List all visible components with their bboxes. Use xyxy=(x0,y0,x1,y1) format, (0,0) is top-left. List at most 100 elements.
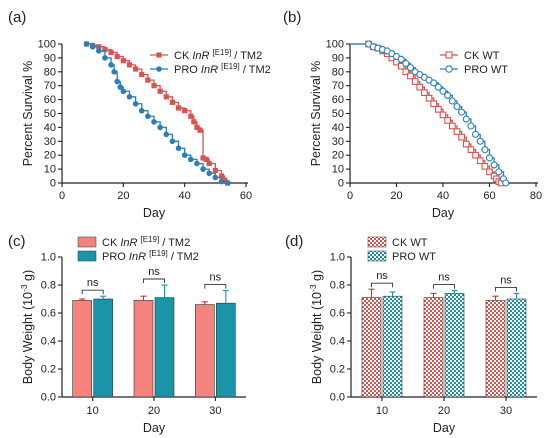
data-point xyxy=(163,94,169,100)
data-point xyxy=(458,133,465,141)
legend-label-ck: CK WT xyxy=(464,50,500,62)
data-point xyxy=(458,108,466,116)
data-point xyxy=(434,83,442,91)
x-tick-label: 0 xyxy=(59,190,65,202)
bar-ck xyxy=(485,300,506,398)
bar-ck xyxy=(195,304,215,398)
data-point xyxy=(421,89,428,96)
y-axis-title: Percent Survival % xyxy=(309,61,323,167)
bar-pro xyxy=(154,297,175,398)
legend-label-pro: PRO InR [E19] / TM2 xyxy=(174,62,271,77)
bar-pro xyxy=(216,302,236,398)
legend-label-ck: CK InR [E19] / TM2 xyxy=(102,235,190,250)
x-tick-label: 10 xyxy=(376,405,388,417)
legend-marker xyxy=(445,51,453,59)
y-tick-label: 0.0 xyxy=(41,392,56,404)
legend-label-ck: CK InR [E19] / TM2 xyxy=(174,48,262,63)
x-tick-label: 30 xyxy=(209,405,221,417)
data-point xyxy=(221,177,228,183)
data-point xyxy=(462,115,470,123)
data-point xyxy=(102,55,108,61)
x-tick-label: 10 xyxy=(87,405,99,417)
y-tick-label: 90 xyxy=(332,52,344,64)
significance-bracket xyxy=(495,286,517,292)
legend-label-ck: CK WT xyxy=(392,237,428,249)
x-axis-title: Day xyxy=(433,421,456,435)
y-axis-title: Body Weight (10-3 g) xyxy=(19,270,35,384)
y-tick-label: 1.0 xyxy=(330,252,345,264)
bar-pro xyxy=(93,298,113,398)
panel-label-b: (b) xyxy=(283,9,301,26)
legend-swatch xyxy=(77,250,97,262)
legend-swatch xyxy=(77,236,97,248)
data-point xyxy=(218,178,225,185)
data-point xyxy=(212,174,219,181)
bar-ck xyxy=(361,297,382,398)
panel-label-c: (c) xyxy=(8,233,26,250)
data-point xyxy=(439,111,447,119)
significance-label: ns xyxy=(148,266,160,278)
y-tick-label: 10 xyxy=(332,164,344,176)
y-tick-label: 30 xyxy=(332,136,344,148)
y-tick-label: 40 xyxy=(332,122,344,134)
data-point xyxy=(212,167,218,174)
data-point xyxy=(133,66,139,72)
x-tick-label: 30 xyxy=(500,405,512,417)
data-point xyxy=(495,168,503,176)
significance-label: ns xyxy=(376,270,388,282)
data-point xyxy=(169,99,175,105)
data-point xyxy=(151,119,157,125)
y-tick-label: 70 xyxy=(44,80,56,92)
data-point xyxy=(139,71,145,78)
bar-ck xyxy=(72,300,92,398)
y-tick-label: 0.0 xyxy=(330,392,345,404)
data-point xyxy=(117,84,124,90)
x-tick-label: 40 xyxy=(437,190,449,202)
data-point xyxy=(448,97,456,105)
y-tick-label: 0.2 xyxy=(41,364,56,376)
survival-line-ck xyxy=(86,43,229,183)
significance-bracket xyxy=(371,282,393,288)
y-tick-label: 0 xyxy=(338,178,344,190)
data-point xyxy=(145,77,151,83)
data-point xyxy=(467,146,475,153)
y-tick-label: 60 xyxy=(332,94,344,106)
data-point xyxy=(206,160,212,167)
data-point xyxy=(169,138,176,145)
bar-pro xyxy=(506,298,527,398)
legend-marker xyxy=(156,52,162,58)
y-tick-label: 0.8 xyxy=(41,280,56,292)
data-point xyxy=(224,180,231,186)
data-point xyxy=(453,103,461,111)
y-tick-label: 60 xyxy=(44,94,56,106)
data-point xyxy=(191,119,197,125)
body-weight-chart-d: 0.0 0.2 0.4 0.6 0.8 1.0 10 ns 20 ns 30 ns Day Body We… xyxy=(308,236,537,435)
x-tick-label: 20 xyxy=(117,190,129,202)
data-point xyxy=(486,168,493,176)
data-point xyxy=(502,179,510,187)
x-tick-label: 20 xyxy=(390,190,402,202)
data-point xyxy=(444,117,452,124)
data-point xyxy=(175,145,182,152)
data-point xyxy=(194,124,200,130)
data-point xyxy=(175,105,182,111)
x-tick-label: 0 xyxy=(347,190,353,202)
data-point xyxy=(481,162,489,170)
y-tick-label: 100 xyxy=(326,39,344,51)
data-point xyxy=(157,88,163,94)
data-point xyxy=(444,91,452,99)
x-axis-title: Day xyxy=(432,206,455,220)
data-point xyxy=(108,49,114,55)
x-tick-label: 60 xyxy=(240,190,252,202)
data-point xyxy=(490,161,498,169)
y-tick-label: 80 xyxy=(44,66,56,78)
y-tick-label: 0.4 xyxy=(41,336,56,348)
data-point xyxy=(407,72,414,80)
panel-label-a: (a) xyxy=(8,9,26,26)
legend-label-pro: PRO WT xyxy=(392,251,436,263)
data-point xyxy=(397,55,405,63)
significance-label: ns xyxy=(438,272,450,284)
data-point xyxy=(108,62,114,68)
data-point xyxy=(145,113,151,120)
